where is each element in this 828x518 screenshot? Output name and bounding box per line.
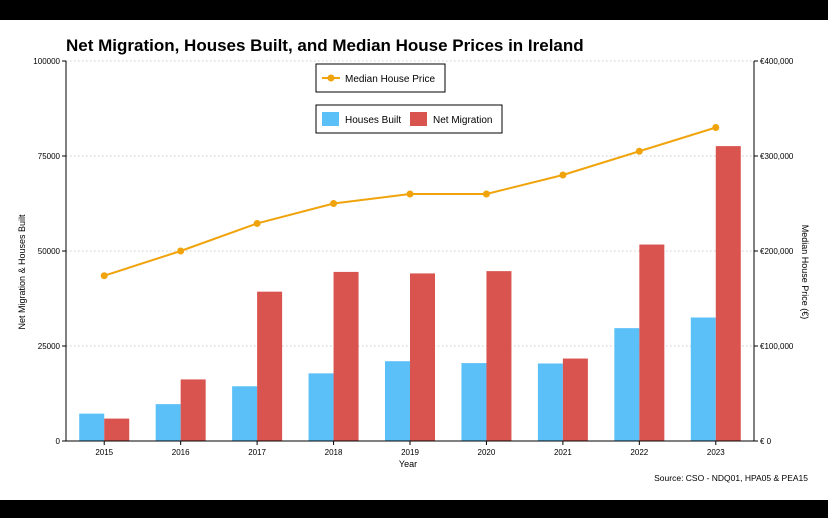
legend-migration-label: Net Migration [433, 115, 492, 126]
legend-migration-swatch [410, 112, 427, 126]
price-line-path [103, 126, 717, 277]
y2-tick-label: €300,000 [760, 152, 794, 161]
y-tick-label: 50000 [38, 247, 61, 256]
legend-bars-box [315, 104, 503, 134]
price-point-2022 [635, 147, 643, 155]
price-point-2020 [482, 190, 490, 198]
x-axis-label: Year [399, 459, 417, 469]
y-tick-label: 0 [56, 437, 61, 446]
bar-net-migration-2022 [639, 244, 665, 441]
x-tick-label: 2020 [478, 448, 496, 457]
price-point-2015 [100, 272, 108, 280]
bar-houses-built-2017 [232, 386, 258, 441]
x-tick-label: 2019 [401, 448, 419, 457]
y2-tick-label: €200,000 [760, 247, 794, 256]
price-point-2016 [177, 247, 185, 255]
source-note: Source: CSO - NDQ01, HPA05 & PEA15 [654, 473, 808, 483]
y2-ticks: € 0 €100,000 €200,000 €300,000 €400,000 [754, 57, 794, 446]
legend-houses-swatch [322, 112, 339, 126]
x-tick-label: 2021 [554, 448, 572, 457]
chart-frame: Net Migration, Houses Built, and Median … [0, 20, 828, 500]
price-point-2019 [406, 190, 414, 198]
price-point-2018 [330, 200, 338, 207]
bar-net-migration-2018 [333, 271, 359, 441]
x-tick-label: 2016 [172, 448, 190, 457]
y2-axis-label: Median House Price (€) [800, 225, 810, 320]
y-tick-label: 25000 [38, 342, 61, 351]
bar-houses-built-2022 [614, 328, 640, 441]
bar-net-migration-2015 [104, 418, 130, 441]
bar-houses-built-2020 [461, 363, 487, 441]
bar-houses-built-2023 [690, 317, 716, 441]
x-tick-label: 2018 [325, 448, 343, 457]
price-point-2017 [253, 219, 261, 227]
price-point-2021 [559, 171, 567, 179]
bar-net-migration-2021 [562, 358, 588, 441]
y-tick-label: 75000 [38, 152, 61, 161]
legend-houses-label: Houses Built [345, 115, 401, 126]
bar-net-migration-2020 [486, 271, 512, 441]
bar-net-migration-2016 [180, 379, 206, 441]
legend-line: Median House Price [315, 63, 446, 93]
bar-houses-built-2015 [79, 413, 105, 441]
bar-houses-built-2018 [308, 373, 334, 441]
x-tick-label: 2022 [630, 448, 648, 457]
legend-line-label: Median House Price [345, 74, 435, 85]
price-line [100, 124, 720, 280]
legend-bars: Houses Built Net Migration [315, 104, 503, 134]
y2-tick-label: € 0 [760, 437, 772, 446]
bar-net-migration-2017 [257, 291, 283, 441]
x-tick-label: 2023 [707, 448, 725, 457]
x-tick-label: 2015 [95, 448, 113, 457]
y2-tick-label: €400,000 [760, 57, 794, 66]
chart-svg: Net Migration, Houses Built, and Median … [17, 36, 810, 483]
x-ticks: 2015 2016 2017 2018 2019 2020 2021 2022 2023 [95, 441, 725, 457]
y2-tick-label: €100,000 [760, 342, 794, 351]
bar-houses-built-2016 [155, 404, 181, 441]
bar-houses-built-2019 [385, 361, 410, 441]
y-tick-label: 100000 [33, 57, 60, 66]
price-point-2023 [712, 124, 720, 131]
bars [79, 146, 741, 441]
chart-title: Net Migration, Houses Built, and Median … [66, 36, 584, 55]
y-axis-label: Net Migration & Houses Built [17, 214, 27, 330]
bar-houses-built-2021 [537, 363, 563, 441]
x-tick-label: 2017 [248, 448, 266, 457]
bar-net-migration-2023 [715, 146, 741, 441]
y-ticks: 0 25000 50000 75000 100000 [33, 57, 66, 446]
bar-net-migration-2019 [410, 273, 435, 441]
legend-line-marker [327, 74, 335, 82]
